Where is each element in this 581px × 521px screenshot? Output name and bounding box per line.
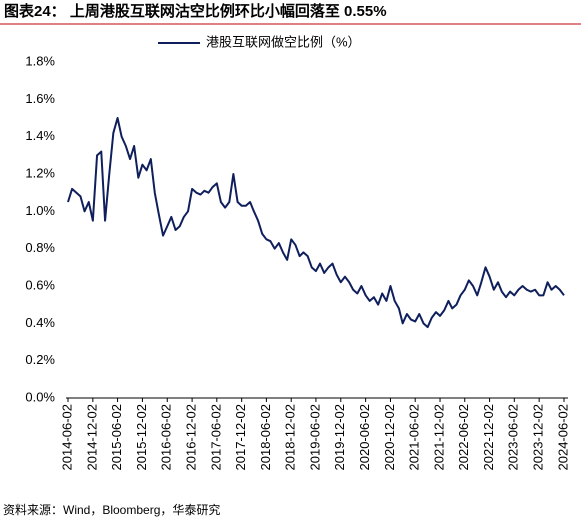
x-tick-label: 2017-12-02 [233,404,248,471]
y-tick-label: 0.4% [25,315,55,330]
x-tick-label: 2021-12-02 [431,404,446,471]
line [67,117,565,329]
y-tick-label: 1.2% [25,165,55,180]
x-tick-label: 2014-06-02 [59,404,74,471]
source: 资料来源：Wind，Bloomberg，华泰研究 [3,502,220,517]
x-tick-label: 2022-06-02 [456,404,471,471]
x-tick-label: 2017-06-02 [208,404,223,471]
y-tick-label: 1.0% [25,203,55,218]
x-tick-label: 2023-12-02 [531,404,546,471]
y-tick-label: 0.0% [25,389,55,404]
x-tick-label: 2021-06-02 [407,404,422,471]
x-tick-label: 2022-12-02 [481,404,496,471]
x-tick-label: 2019-06-02 [307,404,322,471]
x-tick-label: 2015-06-02 [109,404,124,471]
x-tick-label: 2023-06-02 [506,404,521,471]
y-tick-label: 1.6% [25,91,55,106]
y-tick-label: 0.6% [25,277,55,292]
chart-title: 图表24： 上周港股互联网沽空比例环比小幅回落至 0.55% [4,2,387,20]
x-tick-label: 2019-12-02 [332,404,347,471]
x-tick-label: 2018-12-02 [283,404,298,471]
x-tick-label: 2020-06-02 [357,404,372,471]
y-tick-label: 0.2% [25,352,55,367]
x-tick-label: 2015-12-02 [134,404,149,471]
x-tick-label: 2024-06-02 [555,404,570,471]
x-tick-label: 2014-12-02 [84,404,99,471]
y-tick-label: 1.8% [25,53,55,68]
x-tick-label: 2016-12-02 [184,404,199,471]
legend-label: 港股互联网做空比例（%） [206,34,361,49]
x-tick-label: 2016-06-02 [159,404,174,471]
y-tick-label: 1.4% [25,128,55,143]
y-tick-label: 0.8% [25,240,55,255]
x-tick-label: 2020-12-02 [382,404,397,471]
x-tick-label: 2018-06-02 [258,404,273,471]
